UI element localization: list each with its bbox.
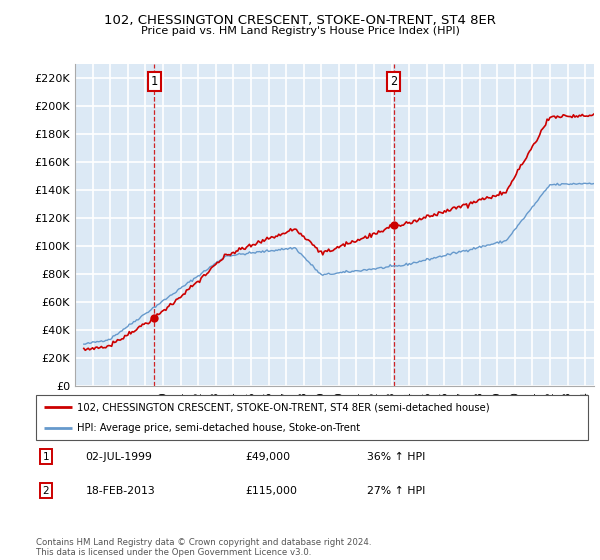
Text: Price paid vs. HM Land Registry's House Price Index (HPI): Price paid vs. HM Land Registry's House … bbox=[140, 26, 460, 36]
Text: HPI: Average price, semi-detached house, Stoke-on-Trent: HPI: Average price, semi-detached house,… bbox=[77, 423, 361, 433]
Text: 1: 1 bbox=[43, 451, 49, 461]
Text: Contains HM Land Registry data © Crown copyright and database right 2024.
This d: Contains HM Land Registry data © Crown c… bbox=[36, 538, 371, 557]
Text: 36% ↑ HPI: 36% ↑ HPI bbox=[367, 451, 425, 461]
Text: 102, CHESSINGTON CRESCENT, STOKE-ON-TRENT, ST4 8ER (semi-detached house): 102, CHESSINGTON CRESCENT, STOKE-ON-TREN… bbox=[77, 402, 490, 412]
Text: 1: 1 bbox=[151, 74, 158, 88]
Text: 2: 2 bbox=[390, 74, 397, 88]
Text: £49,000: £49,000 bbox=[246, 451, 291, 461]
Text: 02-JUL-1999: 02-JUL-1999 bbox=[86, 451, 152, 461]
Text: 18-FEB-2013: 18-FEB-2013 bbox=[86, 486, 155, 496]
Text: 27% ↑ HPI: 27% ↑ HPI bbox=[367, 486, 425, 496]
Text: £115,000: £115,000 bbox=[246, 486, 298, 496]
Text: 2: 2 bbox=[43, 486, 49, 496]
Text: 102, CHESSINGTON CRESCENT, STOKE-ON-TRENT, ST4 8ER: 102, CHESSINGTON CRESCENT, STOKE-ON-TREN… bbox=[104, 14, 496, 27]
